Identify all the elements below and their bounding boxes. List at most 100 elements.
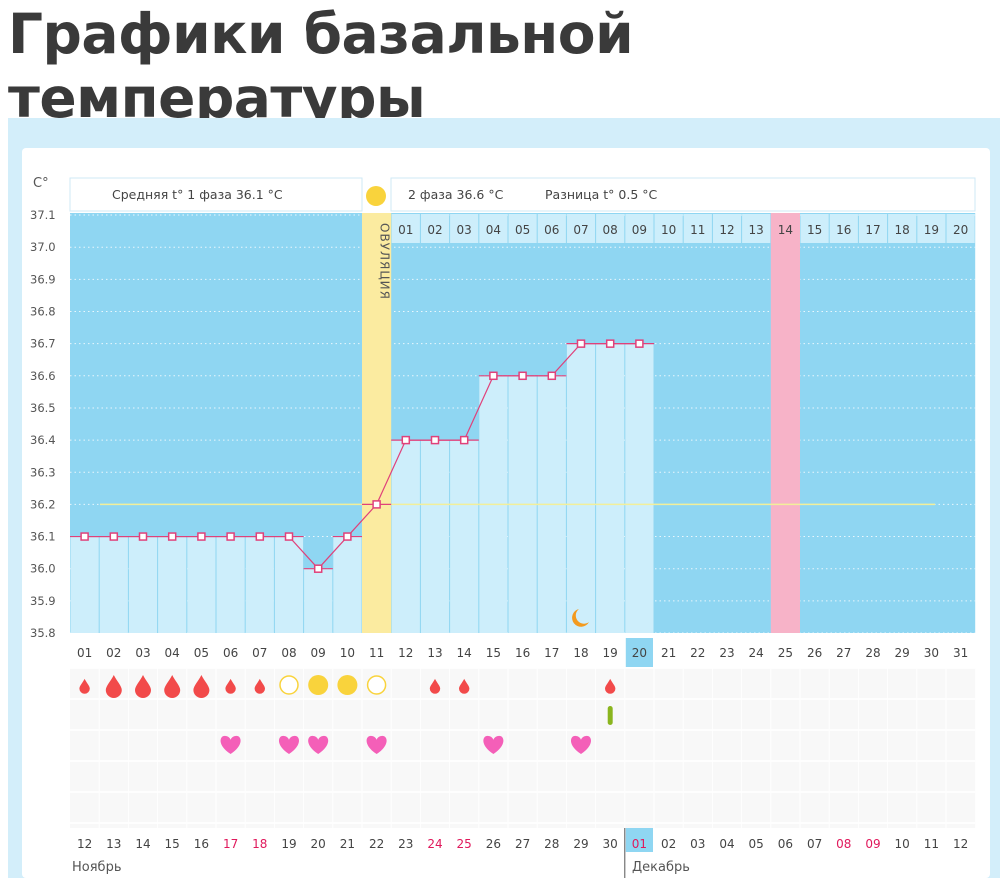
calendar-date-label: 30 [603, 837, 618, 851]
calendar-date-label: 17 [223, 837, 238, 851]
bleeding-drop-icon [225, 678, 236, 694]
temperature-point [343, 532, 352, 541]
bleeding-drop-icon [135, 675, 151, 698]
cycle-day-label: 27 [836, 646, 851, 660]
calendar-date-label: 08 [836, 837, 851, 851]
temperature-point [226, 532, 235, 541]
post-ovulation-day-cell [858, 214, 888, 243]
temperature-point [547, 371, 557, 381]
y-tick-label: 36.2 [30, 497, 56, 511]
calendar-date-label: 29 [573, 837, 588, 851]
post-ovulation-day-label: 14 [778, 223, 793, 237]
temperature-bar [625, 343, 654, 633]
bleeding-drop-icon [164, 675, 181, 698]
temperature-point [109, 532, 119, 541]
temperature-bar [420, 440, 450, 633]
y-tick-label: 36.6 [30, 369, 56, 383]
calendar-date-label: 18 [252, 837, 267, 851]
moon-icon [572, 609, 589, 627]
y-tick-label: 35.9 [30, 594, 56, 608]
post-ovulation-day-cell [800, 214, 829, 243]
temperature-bar [158, 536, 187, 633]
cycle-day-label: 05 [194, 646, 209, 660]
temperature-point [605, 339, 615, 348]
post-ovulation-day-cell [537, 214, 566, 243]
temperature-point [518, 371, 527, 381]
difference-label: Разница t° 0.5 °C [545, 187, 658, 202]
heart-icon [278, 735, 300, 754]
post-ovulation-day-label: 09 [632, 223, 647, 237]
temperature-bar [450, 440, 479, 633]
calendar-date-label: 07 [807, 837, 822, 851]
post-ovulation-day-cell [946, 214, 975, 243]
temperature-bar [216, 536, 245, 633]
heart-icon [308, 735, 329, 754]
post-ovulation-day-label: 07 [573, 223, 588, 237]
phase2-label: 2 фаза 36.6 °C [408, 187, 504, 202]
y-axis-label: C° [33, 176, 49, 191]
phase2-box [390, 177, 976, 212]
post-ovulation-day-cell [712, 214, 742, 243]
cycle-day-label: 18 [573, 646, 588, 660]
page-title: Графики базальной температуры [8, 2, 634, 130]
temperature-bar [245, 536, 274, 633]
y-tick-label: 37.0 [30, 240, 56, 254]
post-ovulation-day-cell [654, 214, 683, 243]
phase1-label: Средняя t° 1 фаза 36.1 °C [112, 187, 283, 202]
calendar-date-label: 28 [544, 837, 559, 851]
filled-circle-icon [308, 675, 329, 695]
calendar-date-label: 12 [77, 837, 92, 851]
post-ovulation-day-cell [479, 214, 508, 243]
temperature-point [430, 435, 440, 445]
post-ovulation-day-cell [596, 214, 625, 243]
month-label-november: Ноябрь [72, 860, 121, 875]
y-tick-label: 36.4 [30, 433, 56, 447]
cycle-day-label: 09 [311, 646, 326, 660]
post-ovulation-day-label: 20 [953, 223, 968, 237]
temperature-point [459, 435, 469, 445]
bleeding-drop-icon [459, 678, 470, 694]
post-ovulation-day-label: 02 [427, 223, 442, 237]
cycle-day-label: 06 [223, 646, 238, 660]
cycle-day-label: 08 [281, 646, 296, 660]
temperature-point [197, 532, 206, 541]
calendar-date-label: 15 [165, 837, 180, 851]
y-tick-label: 36.1 [30, 530, 56, 544]
calendar-date-label: 10 [895, 837, 910, 851]
bleeding-drop-icon [79, 678, 90, 694]
calendar-date-label: 12 [953, 837, 968, 851]
temperature-point [167, 532, 177, 541]
heart-icon [366, 735, 387, 754]
cycle-day-label: 10 [340, 646, 355, 660]
bleeding-drop-icon [193, 675, 210, 698]
post-ovulation-day-label: 01 [398, 223, 413, 237]
y-tick-label: 36.5 [30, 401, 56, 415]
post-ovulation-day-label: 15 [807, 223, 822, 237]
post-ovulation-day-cell [420, 214, 450, 243]
calendar-date-label: 21 [340, 837, 355, 851]
post-ovulation-day-cell [917, 214, 946, 243]
symbols-grid [70, 668, 976, 828]
post-ovulation-day-cell [566, 214, 596, 243]
temperature-bar [70, 536, 99, 633]
post-ovulation-day-cell [508, 214, 537, 243]
temperature-point [80, 532, 89, 541]
calendar-date-label: 23 [398, 837, 413, 851]
cycle-day-label: 30 [924, 646, 939, 660]
bleeding-drop-icon [429, 678, 441, 694]
expected-period-column [770, 213, 800, 633]
ovulation-column [362, 213, 392, 633]
calendar-date-label: 19 [281, 837, 296, 851]
post-ovulation-day-label: 18 [895, 223, 910, 237]
y-tick-label: 36.9 [30, 272, 56, 286]
calendar-date-label: 26 [486, 837, 501, 851]
cycle-day-label: 02 [106, 646, 121, 660]
cycle-day-label: 31 [953, 646, 968, 660]
cycle-day-label: 23 [719, 646, 734, 660]
cycle-day-label: 01 [77, 646, 92, 660]
temperature-bar [391, 440, 420, 633]
calendar-date-label: 01 [632, 837, 647, 851]
temperature-point [635, 339, 644, 348]
post-ovulation-day-cell [888, 214, 917, 243]
